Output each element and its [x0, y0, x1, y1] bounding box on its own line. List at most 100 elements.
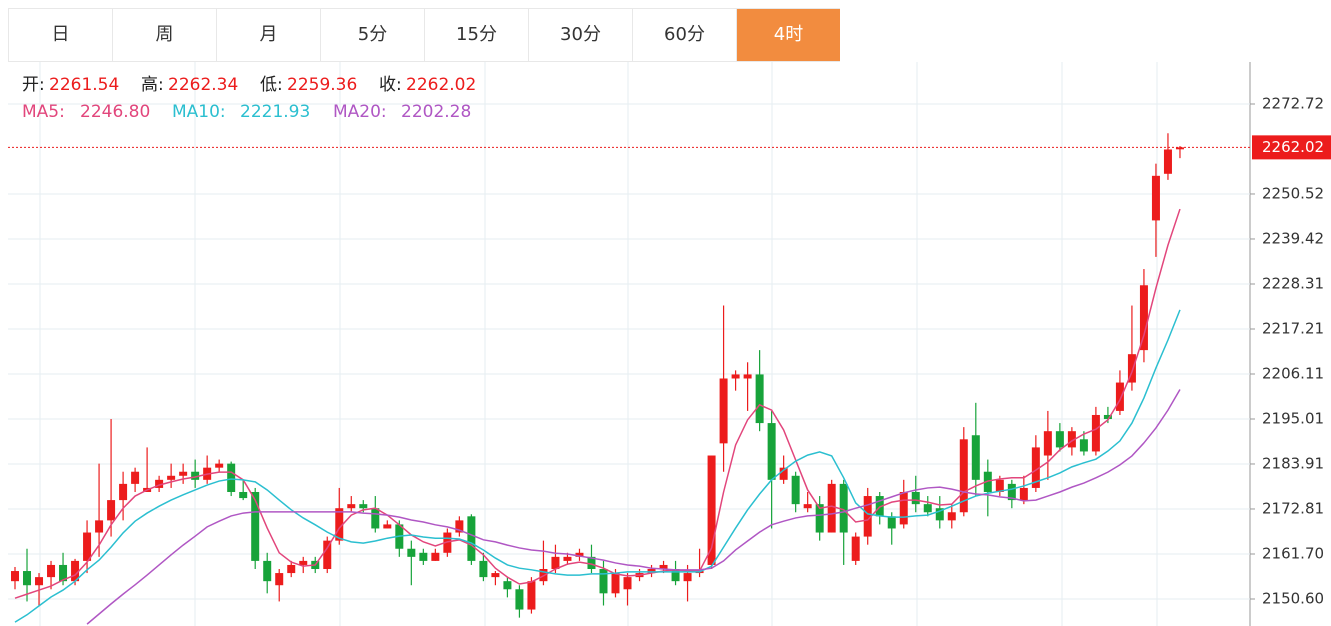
- candle-body: [851, 536, 860, 561]
- candle-body: [1031, 447, 1040, 488]
- candle-body: [1139, 285, 1148, 351]
- candle-body: [299, 560, 308, 565]
- candle-body: [275, 573, 284, 586]
- ohlc-label: 低:: [260, 75, 283, 95]
- candle-body: [59, 564, 68, 582]
- y-tick-label: 2250.52: [1262, 184, 1324, 202]
- candle-body: [287, 564, 296, 574]
- candle-body: [179, 471, 188, 476]
- candle-body: [647, 569, 656, 574]
- candle-body: [419, 552, 428, 561]
- candle-body: [323, 540, 332, 570]
- candle-body: [35, 577, 44, 586]
- candle-body: [875, 496, 884, 517]
- ohlc-value: 2262.02: [406, 75, 476, 95]
- candle-body: [1115, 382, 1124, 411]
- candle-body: [971, 435, 980, 480]
- period-tab[interactable]: 5分: [320, 9, 424, 61]
- y-tick-label: 2172.81: [1262, 499, 1324, 517]
- candle-body: [623, 577, 632, 590]
- candle-body: [1127, 354, 1136, 383]
- candle-body: [371, 508, 380, 529]
- y-tick-label: 2239.42: [1262, 229, 1324, 247]
- plot: [11, 133, 1184, 625]
- candle-body: [683, 573, 692, 582]
- candle-body: [983, 471, 992, 492]
- candle-body: [1163, 149, 1172, 174]
- candle-body: [407, 548, 416, 557]
- candle-body: [803, 504, 812, 509]
- candle-body: [575, 552, 584, 557]
- candle-body: [347, 504, 356, 509]
- candle-body: [11, 571, 19, 582]
- candle-body: [119, 483, 128, 501]
- ma-legend-value: 2246.80: [80, 102, 150, 122]
- candle-body: [455, 520, 464, 533]
- candle-body: [827, 483, 836, 533]
- candle-body: [359, 504, 368, 509]
- candle-body: [563, 556, 572, 561]
- y-tick-label: 2272.72: [1262, 94, 1324, 112]
- candle-body: [791, 475, 800, 505]
- candle-body: [935, 508, 944, 521]
- candle-body: [71, 560, 80, 582]
- ohlc-label: 收:: [379, 75, 402, 95]
- candle-body: [731, 374, 740, 379]
- candle-body: [779, 467, 788, 480]
- period-tab[interactable]: 15分: [424, 9, 528, 61]
- candle-body: [1091, 414, 1100, 452]
- candle-body: [887, 516, 896, 529]
- ma-line: [14, 208, 1181, 599]
- period-tab[interactable]: 4时: [736, 9, 840, 61]
- vertical-grid: [39, 62, 1158, 626]
- candle-body: [215, 463, 224, 468]
- candle-body: [1175, 147, 1184, 150]
- candle-body: [443, 532, 452, 553]
- candle-body: [1067, 431, 1076, 448]
- ohlc-value: 2262.34: [168, 75, 238, 95]
- candle-body: [599, 569, 608, 594]
- ma-legend-value: 2202.28: [401, 102, 471, 122]
- ma-line: [14, 309, 1181, 623]
- candle-body: [659, 564, 668, 570]
- candle-body: [995, 479, 1004, 492]
- candle-body: [131, 471, 140, 484]
- period-tab[interactable]: 周: [112, 9, 216, 61]
- period-tab[interactable]: 月: [216, 9, 320, 61]
- ohlc-value: 2261.54: [49, 75, 119, 95]
- candle-body: [899, 491, 908, 525]
- candle-body: [431, 552, 440, 561]
- ohlc-value: 2259.36: [287, 75, 357, 95]
- candle-body: [227, 463, 236, 492]
- ma-legend-name: MA20:: [333, 102, 387, 122]
- candle-body: [1079, 439, 1088, 452]
- candle-body: [611, 573, 620, 594]
- candle-body: [863, 496, 872, 537]
- candle-body: [515, 589, 524, 610]
- candle-body: [815, 504, 824, 533]
- candle-body: [1103, 414, 1112, 420]
- candle-body: [95, 520, 104, 533]
- candle-body: [839, 483, 848, 533]
- candle-body: [467, 516, 476, 561]
- candle-body: [239, 491, 248, 499]
- candle-body: [155, 479, 164, 488]
- candle-body: [1007, 483, 1016, 501]
- period-tab[interactable]: 60分: [632, 9, 736, 61]
- candle-body: [959, 439, 968, 513]
- period-tab[interactable]: 日: [8, 9, 112, 61]
- y-tick-label: 2161.70: [1262, 545, 1324, 563]
- y-tick-label: 2206.11: [1262, 364, 1324, 382]
- candle-body: [755, 374, 764, 424]
- candle-body: [263, 560, 272, 582]
- y-tick-label: 2183.91: [1262, 454, 1324, 472]
- ohlc-label: 高:: [141, 75, 164, 95]
- candle-body: [479, 560, 488, 578]
- candle-body: [83, 532, 92, 561]
- candle-body: [491, 573, 500, 578]
- y-tick-label: 2150.60: [1262, 590, 1324, 608]
- candle-body: [587, 556, 596, 570]
- period-tab[interactable]: 30分: [528, 9, 632, 61]
- candle-body: [107, 500, 116, 521]
